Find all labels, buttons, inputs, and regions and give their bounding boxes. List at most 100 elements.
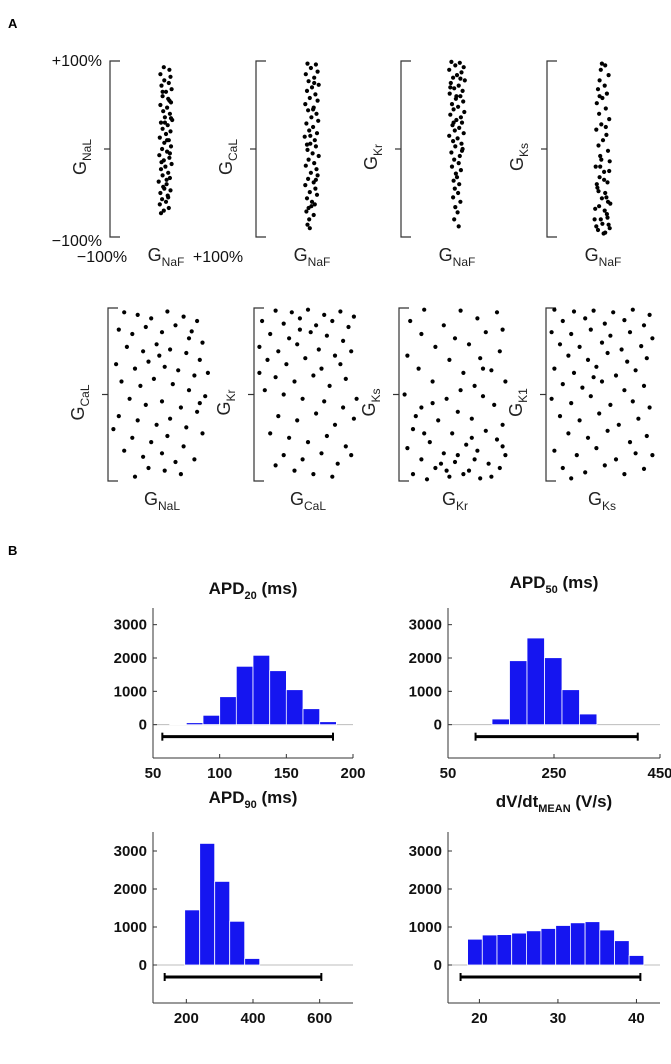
scatter-point xyxy=(472,457,477,462)
x-tick-label: 200 xyxy=(174,1010,199,1027)
scatter-point xyxy=(311,212,316,218)
scatter-point xyxy=(453,205,458,210)
scatter-point xyxy=(160,94,165,99)
scatter-point xyxy=(262,388,267,393)
x-tick-label: 250 xyxy=(541,765,566,782)
scatter-point xyxy=(312,161,317,166)
y-axis-label: GKr xyxy=(214,389,238,415)
y-axis-label: GKr xyxy=(361,144,385,170)
histogram-bar xyxy=(599,929,615,966)
scatter-point xyxy=(596,189,601,194)
histogram-panel-2: APD50 (ms) 0 1000 2000 3000 50 250 450 xyxy=(409,573,671,782)
scatter-point xyxy=(160,89,165,94)
scatter-point xyxy=(162,468,167,473)
scatter-point xyxy=(159,451,165,456)
scatter-point xyxy=(322,399,327,404)
scatter-point xyxy=(451,120,456,125)
scatter-point xyxy=(338,362,343,367)
scatter-point xyxy=(449,150,454,155)
scatter-point xyxy=(311,373,316,378)
scatter-point xyxy=(457,153,462,159)
scatter-point xyxy=(273,463,278,468)
x-tick-label: 30 xyxy=(550,1010,567,1027)
histogram-bar xyxy=(214,881,231,966)
scatter-point xyxy=(607,168,612,174)
scatter-point xyxy=(602,208,607,213)
y-tick-label: 3000 xyxy=(409,617,442,634)
histogram-bar xyxy=(244,958,261,966)
scatter-point xyxy=(469,416,474,421)
scatter-point xyxy=(622,388,627,393)
scatter-point xyxy=(303,183,308,188)
histogram-bar xyxy=(269,670,287,726)
scatter-point xyxy=(451,139,456,144)
scatter-point xyxy=(305,440,311,445)
scatter-point xyxy=(457,125,462,130)
scatter-point xyxy=(268,431,273,436)
scatter-point xyxy=(311,124,316,130)
scatter-point xyxy=(295,342,300,347)
scatter-point xyxy=(433,344,438,349)
scatter-point xyxy=(157,353,162,358)
scatter-point xyxy=(430,379,435,384)
chart-title: APD90 (ms) xyxy=(209,788,298,811)
scatter-point xyxy=(143,324,148,330)
scatter-point xyxy=(627,440,633,445)
histogram-bar xyxy=(229,920,246,966)
scatter-point xyxy=(597,411,602,416)
scatter-point xyxy=(167,175,172,181)
y-axis-bracket xyxy=(107,307,118,482)
scatter-point xyxy=(461,99,466,104)
y-tick-label: 0 xyxy=(434,717,442,734)
scatter-point xyxy=(448,80,453,86)
scatter-point xyxy=(603,190,608,196)
scatter-point xyxy=(452,459,458,465)
scatter-point xyxy=(312,80,317,86)
histogram-bar xyxy=(302,708,321,726)
scatter-point xyxy=(605,199,611,204)
y-tick-label: 2000 xyxy=(114,881,147,898)
scatter-point xyxy=(454,175,460,180)
y-axis-label: GCaL xyxy=(216,139,240,175)
scatter-point xyxy=(149,316,154,321)
scatter-point xyxy=(160,197,165,202)
scatter-point xyxy=(303,163,308,168)
scatter-point xyxy=(594,446,599,451)
scatter-point xyxy=(594,182,599,187)
scatter-point xyxy=(146,359,151,364)
scatter-point xyxy=(613,373,619,378)
y-tick-label: 1000 xyxy=(114,919,147,936)
scatter-point xyxy=(494,437,500,442)
y-min-label: −100% xyxy=(52,233,102,250)
scatter-point xyxy=(608,333,613,338)
histogram-bar xyxy=(555,925,571,966)
scatter-point xyxy=(444,396,449,401)
scatter-point xyxy=(402,392,407,397)
scatter-point xyxy=(424,477,430,482)
scatter-point xyxy=(452,186,457,191)
scatter-point xyxy=(455,409,460,414)
y-tick-label: 0 xyxy=(139,717,147,734)
scatter-point xyxy=(308,65,313,71)
scatter-point xyxy=(605,215,610,220)
scatter-point xyxy=(303,356,308,361)
scatter-point xyxy=(163,131,169,137)
scatter-panel-6: GKr GCaL xyxy=(214,307,359,513)
scatter-point xyxy=(307,190,312,195)
scatter-point xyxy=(130,435,135,440)
scatter-point xyxy=(154,342,159,347)
scatter-point xyxy=(158,102,163,108)
scatter-point xyxy=(466,468,472,473)
scatter-point xyxy=(141,349,146,354)
scatter-point xyxy=(163,89,169,94)
scatter-point xyxy=(604,91,610,96)
scatter-point xyxy=(168,129,173,134)
scatter-point xyxy=(585,435,591,440)
x-tick-label: 100 xyxy=(207,765,232,782)
x-tick-label: 600 xyxy=(307,1010,332,1027)
scatter-point xyxy=(458,115,463,120)
scatter-point xyxy=(135,312,140,317)
scatter-point xyxy=(143,402,148,407)
scatter-point xyxy=(315,69,320,74)
scatter-point xyxy=(444,468,449,473)
